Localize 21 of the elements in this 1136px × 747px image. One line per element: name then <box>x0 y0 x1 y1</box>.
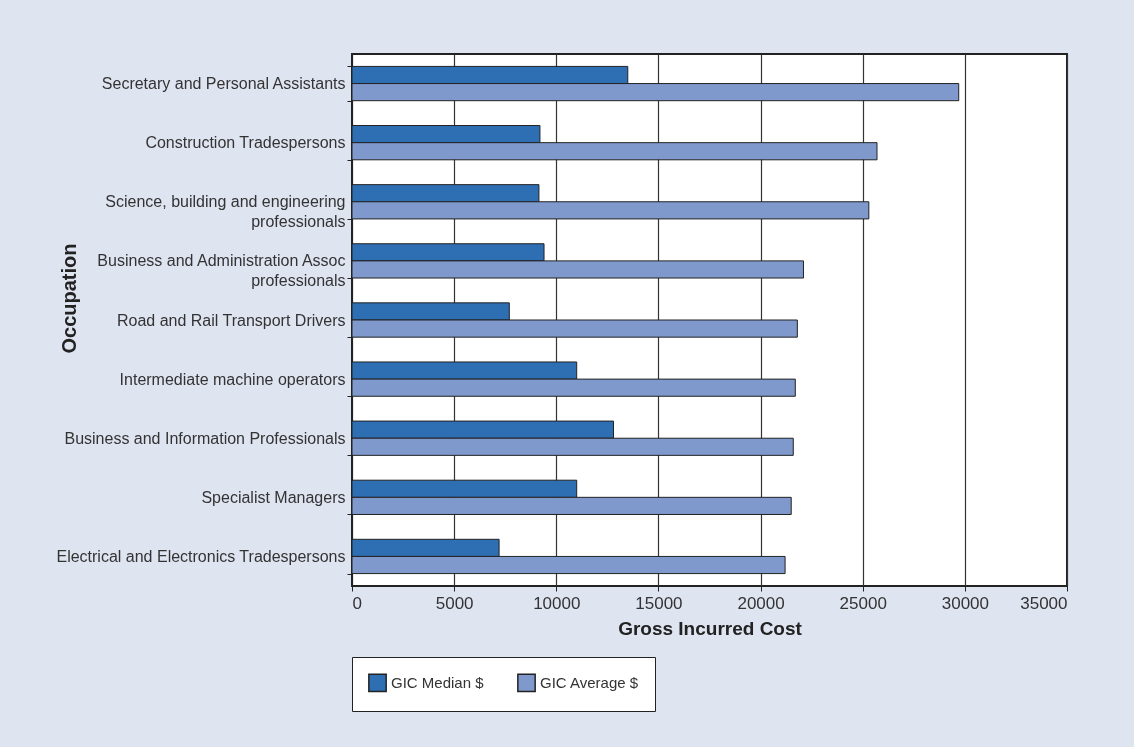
x-tick-label: 35000 <box>1020 593 1068 613</box>
legend-label: GIC Average $ <box>540 673 639 691</box>
x-tick-label: 10000 <box>533 593 581 613</box>
y-tick-label: Business and Information Professionals <box>64 429 346 447</box>
x-tick-label: 20000 <box>737 593 785 613</box>
x-tick-label: 5000 <box>435 593 474 613</box>
y-tick-label: Science, building and engineering professionals <box>105 193 346 231</box>
legend-label: GIC Median $ <box>391 673 485 691</box>
y-tick-label: Specialist Managers <box>201 488 346 506</box>
y-tick-label: Road and Rail Transport Drivers <box>116 311 346 329</box>
x-tick-label: 25000 <box>839 593 887 613</box>
y-tick-label: Intermediate machine operators <box>119 370 346 388</box>
y-tick-label: Construction Tradespersons <box>145 134 346 152</box>
y-tick-label: Secretary and Personal Assistants <box>101 75 346 93</box>
x-tick-label: 30000 <box>941 593 989 613</box>
x-axis-title: Gross Incurred Cost <box>618 617 803 639</box>
x-tick-label: 15000 <box>635 593 683 613</box>
y-tick-label: Electrical and Electronics Tradespersons <box>56 547 346 565</box>
y-tick-label: Business and Administration Assoc professionals <box>97 252 346 290</box>
y-axis-title: Occupation <box>57 243 80 354</box>
x-tick-label: 0 <box>352 593 362 613</box>
